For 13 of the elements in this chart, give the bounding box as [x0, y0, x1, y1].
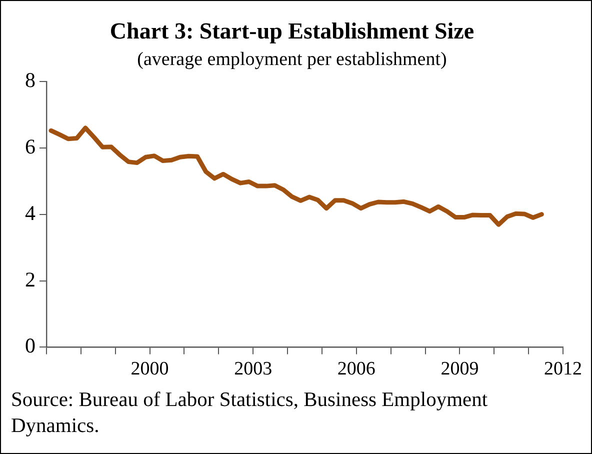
- x-tick-label: 2009: [440, 358, 479, 380]
- x-tick-label: 2000: [130, 358, 169, 380]
- x-tick-label: 2012: [544, 358, 582, 380]
- x-tick-label: 2003: [234, 358, 272, 380]
- y-tick-label: 8: [25, 68, 36, 92]
- y-tick-label: 2: [25, 267, 36, 292]
- y-tick-label: 4: [25, 200, 36, 225]
- y-tick-label: 6: [25, 134, 36, 158]
- chart-title: Chart 3: Start-up Establishment Size: [110, 18, 474, 44]
- chart-subtitle: (average employment per establishment): [137, 48, 447, 70]
- source-note: Source: Bureau of Labor Statistics, Business Employment Dynamics.: [10, 388, 489, 439]
- y-tick-label: 0: [25, 334, 36, 358]
- x-tick-label: 2006: [337, 358, 376, 380]
